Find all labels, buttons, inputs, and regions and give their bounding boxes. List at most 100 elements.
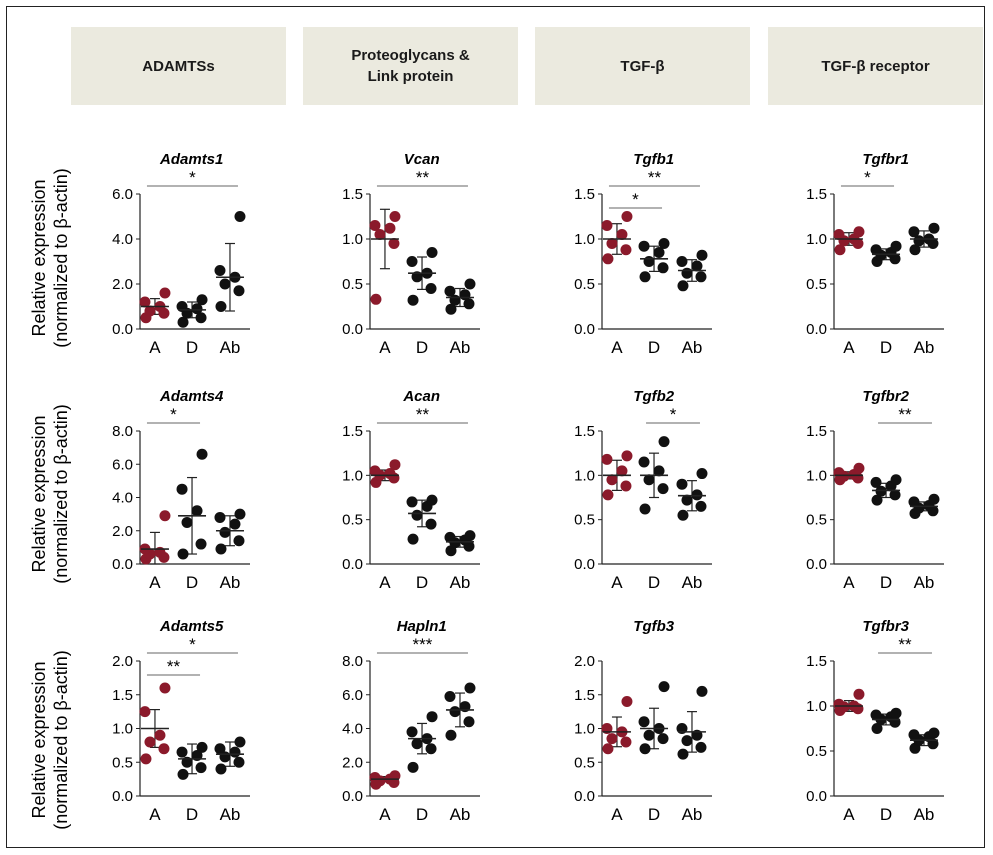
data-point <box>191 303 203 315</box>
data-point <box>658 436 670 448</box>
data-point <box>374 229 386 240</box>
x-tick-label: D <box>416 338 428 357</box>
data-point <box>233 285 245 297</box>
data-point <box>195 312 207 324</box>
x-tick-label: D <box>416 573 428 592</box>
data-point <box>639 503 651 515</box>
panel-adamts1: Adamts1 0.0 2.0 4.0 6.0 A D Ab * <box>112 151 250 357</box>
data-point <box>233 756 245 768</box>
ylabel-line1: Relative expression <box>29 415 49 572</box>
data-point <box>875 485 887 497</box>
data-point <box>890 240 902 252</box>
x-tick-label: Ab <box>682 805 703 824</box>
y-tick-label: 1.0 <box>574 721 595 738</box>
data-point <box>606 733 618 745</box>
ylabel-line2: (normalized to β-actin) <box>51 650 71 829</box>
y-tick-label: 0.0 <box>112 788 133 805</box>
panel-title: Hapln1 <box>397 618 447 635</box>
x-tick-label: A <box>149 805 161 824</box>
y-tick-label: 1.0 <box>806 698 827 715</box>
significance-label: ** <box>416 405 430 424</box>
data-point <box>176 483 188 495</box>
data-point <box>853 688 865 700</box>
data-point <box>681 735 693 747</box>
data-point <box>369 771 381 783</box>
data-point <box>871 494 883 506</box>
panel-title: Tgfbr2 <box>862 388 909 405</box>
data-point <box>158 743 170 755</box>
data-point <box>639 271 651 283</box>
y-tick-label: 1.0 <box>574 231 595 248</box>
data-point <box>890 474 902 486</box>
data-point <box>444 531 456 543</box>
data-point <box>621 450 633 462</box>
header-proteoglycans: Proteoglycans & Link protein <box>303 27 518 105</box>
y-tick-label: 6.0 <box>112 456 133 473</box>
data-point <box>214 743 226 755</box>
data-point <box>464 530 476 542</box>
data-point <box>463 298 475 310</box>
panel-title: Tgfbr1 <box>862 151 909 168</box>
x-tick-label: A <box>379 805 391 824</box>
data-point <box>913 235 925 247</box>
panel-title: Vcan <box>404 151 440 168</box>
data-point <box>215 763 227 775</box>
y-tick-label: 0.0 <box>574 321 595 338</box>
data-point <box>370 293 382 305</box>
y-tick-label: 0.5 <box>574 754 595 771</box>
x-tick-label: A <box>149 573 161 592</box>
panel-title: Tgfb2 <box>633 388 674 405</box>
data-point <box>411 509 423 521</box>
y-tick-label: 4.0 <box>112 231 133 248</box>
y-tick-label: 1.5 <box>806 653 827 670</box>
figure-border <box>6 6 985 848</box>
header-adamtss: ADAMTSs <box>71 27 286 105</box>
data-point <box>695 741 707 753</box>
data-point <box>229 746 241 758</box>
data-point <box>426 494 438 506</box>
y-tick-label: 6.0 <box>112 186 133 203</box>
data-point <box>411 271 423 283</box>
data-point <box>870 709 882 721</box>
y-tick-label: 1.0 <box>112 721 133 738</box>
significance-label: ** <box>898 405 912 424</box>
data-point <box>407 533 419 545</box>
data-point <box>620 244 632 256</box>
data-point <box>643 474 655 486</box>
data-point <box>445 303 457 315</box>
significance-label: * <box>632 190 639 209</box>
data-point <box>159 510 171 522</box>
data-point <box>909 244 921 256</box>
data-point <box>459 289 471 301</box>
x-tick-label: D <box>648 805 660 824</box>
y-tick-label: 4.0 <box>342 721 363 738</box>
data-point <box>196 294 208 306</box>
data-point <box>195 762 207 774</box>
data-point <box>696 249 708 261</box>
x-tick-label: A <box>843 338 855 357</box>
data-point <box>425 518 437 530</box>
data-point <box>676 256 688 267</box>
data-point <box>620 480 632 492</box>
x-tick-label: D <box>186 338 198 357</box>
panel-tgfbr3: Tgfbr3 0.0 0.5 1.0 1.5 A D Ab ** <box>806 618 944 824</box>
data-point <box>928 493 940 505</box>
data-point <box>177 548 189 560</box>
y-tick-label: 0.5 <box>806 276 827 293</box>
data-point <box>464 278 476 290</box>
significance-label: * <box>189 168 196 187</box>
data-point <box>140 753 152 765</box>
data-point <box>853 462 865 474</box>
x-tick-label: Ab <box>914 338 935 357</box>
x-tick-label: D <box>648 338 660 357</box>
data-point <box>196 741 208 753</box>
x-tick-label: Ab <box>914 805 935 824</box>
y-tick-label: 8.0 <box>112 423 133 440</box>
data-point <box>908 226 920 238</box>
y-tick-label: 0.0 <box>806 556 827 573</box>
data-point <box>191 505 203 517</box>
ylabel-line2: (normalized to β-actin) <box>51 168 71 347</box>
data-point <box>406 726 418 738</box>
y-tick-label: 1.5 <box>574 186 595 203</box>
data-point <box>908 729 920 741</box>
